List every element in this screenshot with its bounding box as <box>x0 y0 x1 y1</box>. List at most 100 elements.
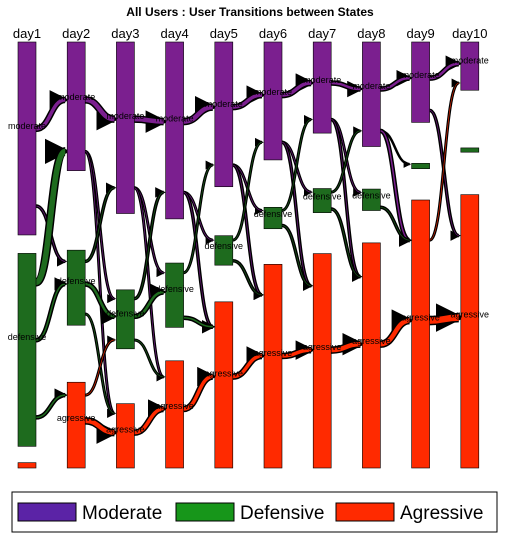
flow-fill-agressive-to-agressive-day7 <box>331 341 361 353</box>
node-moderate-day5 <box>214 41 234 188</box>
flow-fill-moderate-to-moderate-day4 <box>183 104 214 124</box>
legend-swatch-moderate <box>17 502 77 522</box>
flow-fill-moderate-to-moderate-day6 <box>281 81 312 97</box>
node-moderate-day1 <box>17 41 37 236</box>
day-label-10: day10 <box>452 26 487 41</box>
node-defensive-day8 <box>362 188 381 211</box>
legend-frame <box>11 491 498 533</box>
node-label-moderate-day3: moderate <box>106 111 144 121</box>
node-label-moderate-day8: moderate <box>352 81 390 91</box>
node-label-agressive-day2: agressive <box>57 413 96 423</box>
flow-fill-moderate-to-agressive-day2 <box>84 151 115 414</box>
flow-fill-defensive-to-moderate-day2 <box>85 187 115 262</box>
node-defensive-day1 <box>17 253 37 447</box>
state-nodes: moderate defensive moderate defensive agress… <box>8 41 490 469</box>
flow-fill-defensive-to-agressive-day6 <box>281 225 312 287</box>
node-defensive-day5 <box>214 235 234 266</box>
day-label-5: day5 <box>210 26 238 41</box>
node-moderate-day4 <box>165 41 184 220</box>
flow-fill-agressive-to-agressive-day3 <box>134 407 164 435</box>
node-label-agressive-day8: agressive <box>352 336 391 346</box>
flow-fill-moderate-to-moderate-day3 <box>134 116 164 124</box>
node-defensive-day9 <box>411 163 430 170</box>
flow-fill-moderate-to-moderate-day1 <box>35 98 66 131</box>
day-label-3: day3 <box>111 26 139 41</box>
legend-label-defensive: Defensive <box>240 503 325 524</box>
flow-fill-moderate-to-moderate-day5 <box>232 93 263 109</box>
flow-fill-moderate-to-moderate-day7 <box>331 81 361 91</box>
node-agressive-day2 <box>66 381 86 469</box>
node-label-defensive-day1: defensive <box>8 332 47 342</box>
node-moderate-day7 <box>312 41 332 134</box>
flow-fill-agressive-to-agressive-day5 <box>232 354 263 379</box>
node-agressive-day5 <box>214 301 234 469</box>
flow-fill-defensive-to-moderate-day3 <box>134 192 164 299</box>
node-label-agressive-day9: agressive <box>401 313 440 323</box>
node-label-moderate-day1: moderate <box>8 121 46 131</box>
node-label-moderate-day2: moderate <box>57 92 95 102</box>
node-defensive-day2 <box>66 249 86 326</box>
flow-fill-defensive-to-defensive-day3 <box>134 290 164 318</box>
node-label-defensive-day4: defensive <box>155 284 194 294</box>
flow-fill-defensive-to-defensive-day1 <box>35 283 66 341</box>
node-label-agressive-day3: agressive <box>106 425 145 435</box>
node-label-agressive-day6: agressive <box>254 348 293 358</box>
node-label-defensive-day2: defensive <box>57 276 96 286</box>
node-moderate-day10 <box>460 41 480 91</box>
node-label-defensive-day5: defensive <box>205 241 244 251</box>
flow-fill-moderate-to-moderate-day9 <box>429 62 459 80</box>
node-agressive-day8 <box>362 242 381 469</box>
node-label-moderate-day5: moderate <box>205 99 243 109</box>
flow-fill-moderate-to-moderate-day8 <box>380 76 410 91</box>
node-agressive-day7 <box>312 253 332 469</box>
node-agressive-day10 <box>460 194 480 469</box>
day-label-4: day4 <box>160 26 188 41</box>
node-moderate-day2 <box>66 41 86 171</box>
node-agressive-day9 <box>411 199 430 469</box>
node-defensive-day7 <box>312 188 332 213</box>
flow-fill-agressive-to-agressive-day8 <box>379 318 411 347</box>
node-label-defensive-day6: defensive <box>254 209 293 219</box>
day-label-9: day9 <box>406 26 434 41</box>
node-moderate-day8 <box>362 41 381 147</box>
legend: Moderate Defensive Agressive <box>11 491 498 533</box>
node-moderate-day3 <box>116 41 135 214</box>
day-label-1: day1 <box>13 26 41 41</box>
flow-fill-moderate-to-moderate-day2 <box>84 97 115 122</box>
flow-fill-agressive-to-agressive-day2 <box>85 418 115 435</box>
flow-fill-defensive-to-agressive-day8 <box>380 206 410 241</box>
node-label-agressive-day10: agressive <box>451 310 490 320</box>
flow-fill-defensive-to-moderate-day6 <box>281 119 312 211</box>
node-label-defensive-day8: defensive <box>352 191 391 201</box>
node-defensive-day4 <box>165 262 184 328</box>
flow-fill-defensive-to-agressive-day4 <box>183 316 213 328</box>
node-label-agressive-day4: agressive <box>155 401 194 411</box>
flow-fill-agressive-to-defensive-day2 <box>85 339 115 396</box>
flow-fill-defensive-to-agressive-day3 <box>134 339 164 378</box>
node-agressive-day1 <box>17 462 37 469</box>
flow-fill-agressive-to-agressive-day6 <box>281 348 312 358</box>
flow-fill-defensive-to-moderate-day7 <box>331 130 361 193</box>
node-defensive-day3 <box>116 289 135 350</box>
transition-flows <box>33 55 465 444</box>
node-label-agressive-day5: agressive <box>205 369 244 379</box>
flow-fill-agressive-to-agressive-day9 <box>429 314 459 324</box>
flow-fill-defensive-to-moderate-day1 <box>34 148 67 286</box>
legend-label-agressive: Agressive <box>400 503 483 524</box>
day-label-6: day6 <box>259 26 287 41</box>
flow-fill-moderate-to-agressive-day3 <box>134 187 164 378</box>
node-label-moderate-day7: moderate <box>303 75 341 85</box>
flow-fill-defensive-to-moderate-day4 <box>183 164 213 273</box>
legend-swatch-agressive <box>335 502 395 522</box>
node-label-agressive-day7: agressive <box>303 342 342 352</box>
flow-fill-agressive-to-moderate-day9 <box>429 82 460 241</box>
node-label-moderate-day10: moderate <box>451 56 489 66</box>
node-label-moderate-day4: moderate <box>156 114 194 124</box>
node-agressive-day3 <box>116 403 135 469</box>
node-label-defensive-day7: defensive <box>303 191 342 201</box>
day-labels: day1 day2 day3 day4 day5 day6 day7 day8 day9 day1… <box>13 26 488 41</box>
node-defensive-day10 <box>460 147 480 153</box>
node-agressive-day6 <box>263 264 283 469</box>
flow-fill-defensive-to-agressive-day7 <box>331 208 361 277</box>
